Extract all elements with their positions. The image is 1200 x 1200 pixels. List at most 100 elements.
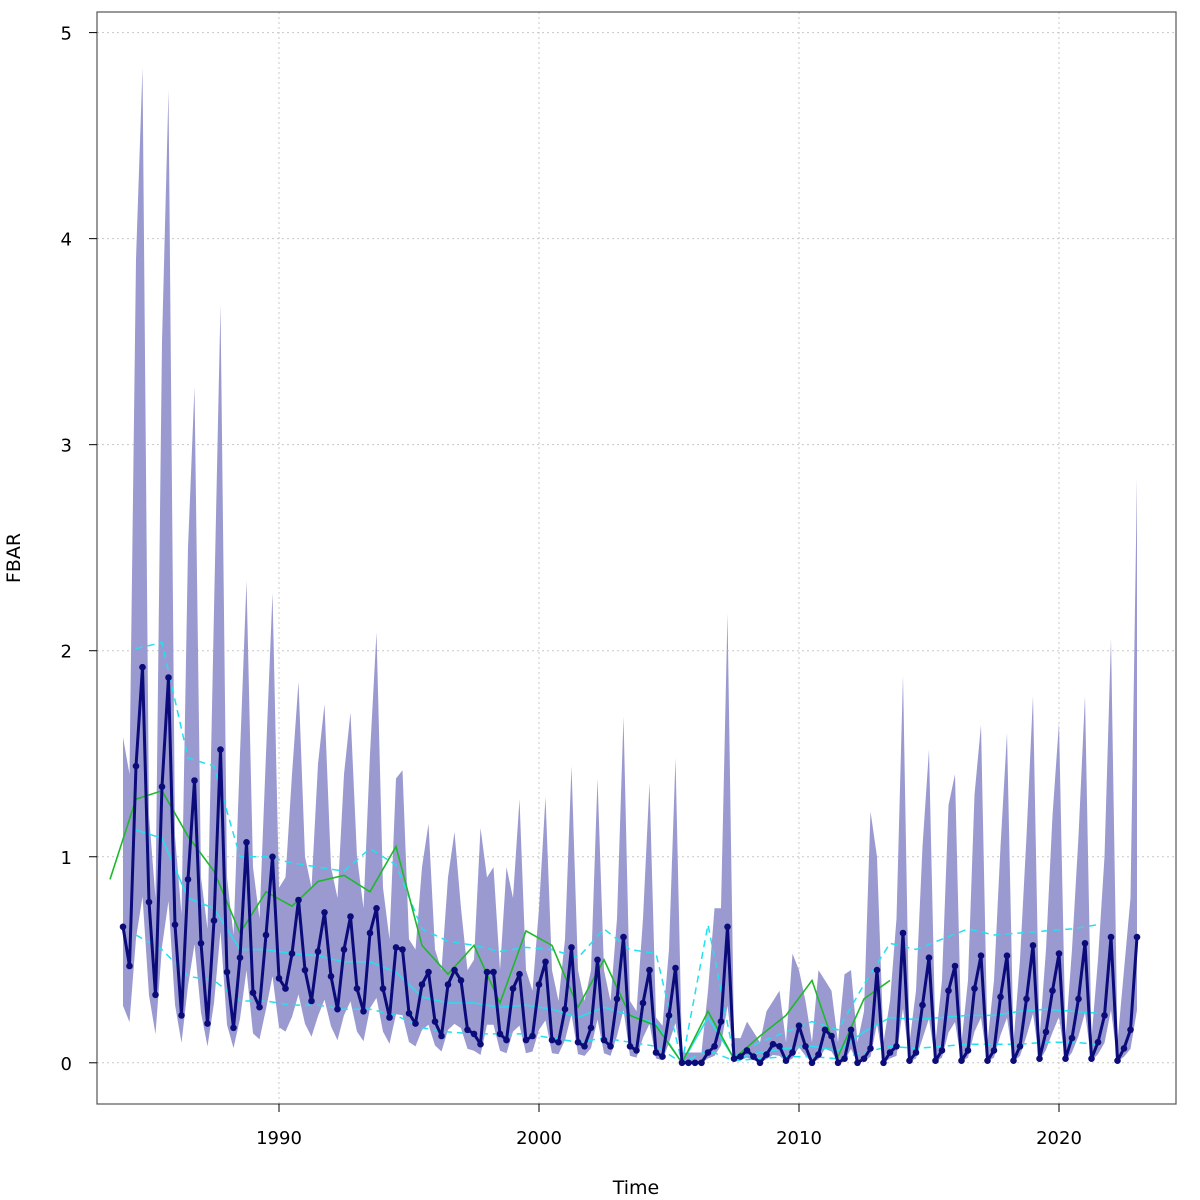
y-tick-label: 1: [61, 848, 72, 869]
quarterly-point: [620, 933, 627, 941]
quarterly-point: [490, 968, 497, 976]
quarterly-point: [321, 909, 328, 916]
quarterly-point: [1055, 950, 1063, 957]
quarterly-point: [782, 1057, 790, 1064]
y-tick-label: 2: [61, 642, 72, 663]
quarterly-point: [743, 1047, 751, 1054]
quarterly-point: [977, 952, 985, 959]
quarterly-point: [867, 1045, 874, 1052]
quarterly-point: [769, 1040, 777, 1048]
quarterly-point: [418, 981, 426, 988]
quarterly-point: [444, 981, 452, 988]
quarterly-point: [256, 1003, 263, 1011]
quarterly-point: [230, 1024, 237, 1032]
quarterly-point: [678, 1059, 686, 1067]
quarterly-point: [1003, 952, 1011, 959]
quarterly-point: [1107, 933, 1115, 941]
quarterly-point: [503, 1036, 510, 1044]
quarterly-point: [750, 1053, 757, 1060]
quarterly-point: [1016, 1043, 1024, 1050]
quarterly-point: [951, 962, 959, 970]
quarterly-point: [1081, 940, 1089, 947]
quarterly-point: [152, 991, 159, 999]
quarterly-point: [1029, 942, 1037, 949]
x-axis-title: Time: [612, 1177, 660, 1199]
quarterly-point: [1042, 1028, 1050, 1036]
quarterly-point: [717, 1018, 725, 1025]
quarterly-point: [132, 762, 140, 770]
quarterly-point: [1075, 995, 1082, 1003]
quarterly-point: [691, 1059, 699, 1067]
quarterly-point: [568, 944, 575, 951]
quarterly-point: [607, 1043, 614, 1050]
quarterly-point: [1010, 1057, 1017, 1064]
quarterly-point: [236, 954, 244, 961]
quarterly-point: [295, 896, 302, 904]
uncertainty-band: [123, 67, 1137, 1063]
quarterly-point: [698, 1059, 705, 1067]
annual-lines: [135, 641, 1099, 1065]
quarterly-point: [301, 966, 309, 974]
quarterly-point: [1120, 1045, 1128, 1052]
quarterly-point: [795, 1022, 803, 1029]
quarterly-point: [470, 1030, 478, 1038]
quarterly-point: [327, 973, 335, 980]
quarterly-point: [262, 931, 270, 939]
quarterly-point: [730, 1055, 738, 1062]
quarterly-point: [646, 966, 653, 974]
x-tick-label: 2020: [1036, 1128, 1082, 1149]
quarterly-point: [373, 905, 380, 912]
quarterly-point: [802, 1043, 809, 1050]
quarterly-point: [529, 1032, 536, 1040]
quarterly-point: [737, 1053, 744, 1060]
quarterly-point: [704, 1049, 712, 1056]
uncertainty-band-area: [123, 67, 1137, 1063]
quarterly-point: [964, 1047, 972, 1054]
quarterly-point: [360, 1008, 367, 1015]
quarterly-point: [171, 921, 179, 928]
quarterly-point: [828, 1032, 835, 1040]
quarterly-point: [958, 1057, 965, 1064]
quarterly-point: [392, 944, 400, 951]
quarterly-point: [1127, 1026, 1134, 1034]
quarterly-point: [509, 985, 517, 992]
quarterly-point: [483, 968, 491, 976]
quarterly-point: [860, 1055, 868, 1062]
y-axis-title: FBAR: [3, 533, 25, 583]
quarterly-point: [971, 985, 978, 992]
quarterly-point: [756, 1059, 764, 1067]
quarterly-point: [633, 1047, 640, 1054]
quarterly-point: [282, 985, 289, 992]
quarterly-point: [308, 997, 315, 1005]
y-tick-label: 0: [61, 1054, 72, 1075]
quarterly-point: [834, 1059, 842, 1067]
quarterly-point: [659, 1053, 666, 1060]
quarterly-point: [932, 1057, 939, 1064]
quarterly-point: [639, 999, 647, 1007]
quarterly-point: [672, 964, 679, 972]
quarterly-point: [477, 1040, 484, 1048]
annual-mean-line: [135, 829, 1099, 1065]
quarterly-point: [984, 1057, 991, 1064]
quarterly-point: [438, 1032, 445, 1040]
quarterly-point: [1133, 933, 1141, 941]
plot-frame: [96, 11, 1177, 1105]
quarterly-point: [873, 966, 881, 974]
quarterly-point: [405, 1010, 413, 1017]
quarterly-point: [275, 975, 283, 982]
quarterly-point: [776, 1043, 783, 1050]
quarterly-point: [899, 929, 907, 937]
quarterly-point: [457, 977, 465, 984]
quarterly-point: [119, 923, 127, 931]
quarterly-point: [386, 1014, 393, 1021]
quarterly-point: [574, 1038, 582, 1046]
quarterly-point: [184, 876, 192, 883]
quarterly-point: [711, 1043, 718, 1050]
quarterly-point: [353, 985, 361, 992]
quarterly-point: [990, 1047, 998, 1054]
quarterly-point: [425, 968, 432, 976]
quarterly-point: [880, 1059, 887, 1067]
quarterly-point: [379, 985, 387, 992]
quarterly-point: [1049, 987, 1056, 994]
quarterly-point: [945, 987, 952, 994]
